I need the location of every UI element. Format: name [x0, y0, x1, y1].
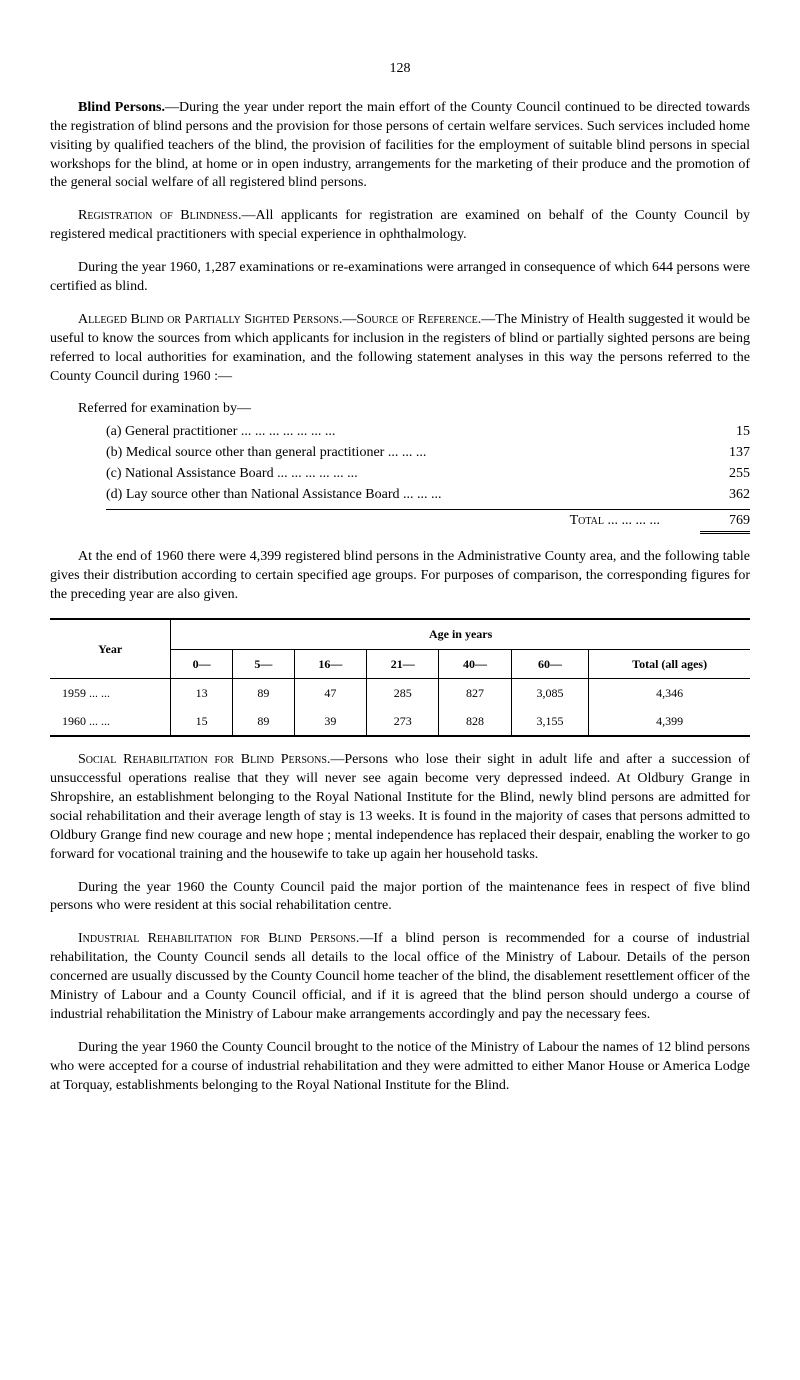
smallcaps-lead: Social Rehabilitation for Blind Persons. — [78, 752, 330, 767]
reference-list: (a) General practitioner ... ... ... ...… — [106, 423, 750, 533]
ref-value: 15 — [700, 423, 750, 442]
td: 39 — [294, 707, 366, 736]
ref-label: (c) National Assistance Board ... ... ..… — [106, 465, 700, 484]
ref-total-row: Total ... ... ... ... 769 — [106, 509, 750, 534]
paragraph-ministry-labour: During the year 1960 the County Council … — [50, 1039, 750, 1096]
td: 273 — [367, 707, 439, 736]
bold-lead: Blind Persons. — [78, 100, 165, 115]
total-label: Total ... ... ... ... — [106, 512, 700, 534]
ref-label: (b) Medical source other than general pr… — [106, 444, 700, 463]
th-col: 21— — [367, 649, 439, 678]
ref-row: (b) Medical source other than general pr… — [106, 444, 750, 463]
total-value: 769 — [700, 512, 750, 534]
td: 89 — [233, 678, 295, 707]
th-col: 0— — [171, 649, 233, 678]
smallcaps-lead: Industrial Rehabilitation for Blind Pers… — [78, 931, 359, 946]
ref-row: (a) General practitioner ... ... ... ...… — [106, 423, 750, 442]
ref-heading: Referred for examination by— — [50, 400, 750, 419]
td: 827 — [439, 678, 511, 707]
td: 3,155 — [511, 707, 589, 736]
paragraph-social-rehab: Social Rehabilitation for Blind Persons.… — [50, 751, 750, 864]
td: 89 — [233, 707, 295, 736]
td-year: 1959 ... ... — [50, 678, 171, 707]
td: 3,085 — [511, 678, 589, 707]
td: 285 — [367, 678, 439, 707]
th-col: Total (all ages) — [589, 649, 750, 678]
th-col: 40— — [439, 649, 511, 678]
paragraph-alleged: Alleged Blind or Partially Sighted Perso… — [50, 311, 750, 387]
td: 4,399 — [589, 707, 750, 736]
total-label-text: Total ... ... ... ... — [570, 513, 660, 528]
ref-row: (d) Lay source other than National Assis… — [106, 486, 750, 505]
td: 47 — [294, 678, 366, 707]
th-col: 5— — [233, 649, 295, 678]
smallcaps-lead: Registration of Blindness. — [78, 208, 241, 223]
paragraph-industrial-rehab: Industrial Rehabilitation for Blind Pers… — [50, 930, 750, 1024]
td: 15 — [171, 707, 233, 736]
para6-text: —Persons who lose their sight in adult l… — [50, 752, 750, 861]
td: 4,346 — [589, 678, 750, 707]
smallcaps-lead: Alleged Blind or Partially Sighted Perso… — [78, 312, 481, 327]
ref-value: 362 — [700, 486, 750, 505]
ref-value: 137 — [700, 444, 750, 463]
ref-label: (d) Lay source other than National Assis… — [106, 486, 700, 505]
th-col: 16— — [294, 649, 366, 678]
th-age-header: Age in years — [171, 619, 750, 649]
ref-value: 255 — [700, 465, 750, 484]
table-row: 1960 ... ... 15 89 39 273 828 3,155 4,39… — [50, 707, 750, 736]
page-number: 128 — [50, 60, 750, 79]
paragraph-end-1960: At the end of 1960 there were 4,399 regi… — [50, 548, 750, 605]
paragraph-examinations: During the year 1960, 1,287 examinations… — [50, 259, 750, 297]
td: 828 — [439, 707, 511, 736]
age-distribution-table: Year Age in years 0— 5— 16— 21— 40— 60— … — [50, 618, 750, 737]
paragraph-maintenance-fees: During the year 1960 the County Council … — [50, 879, 750, 917]
paragraph-blind-persons: Blind Persons.—During the year under rep… — [50, 99, 750, 193]
th-col: 60— — [511, 649, 589, 678]
table-row: 1959 ... ... 13 89 47 285 827 3,085 4,34… — [50, 678, 750, 707]
th-year: Year — [50, 619, 171, 678]
paragraph-registration: Registration of Blindness.—All applicant… — [50, 207, 750, 245]
ref-label: (a) General practitioner ... ... ... ...… — [106, 423, 700, 442]
td-year: 1960 ... ... — [50, 707, 171, 736]
ref-row: (c) National Assistance Board ... ... ..… — [106, 465, 750, 484]
td: 13 — [171, 678, 233, 707]
